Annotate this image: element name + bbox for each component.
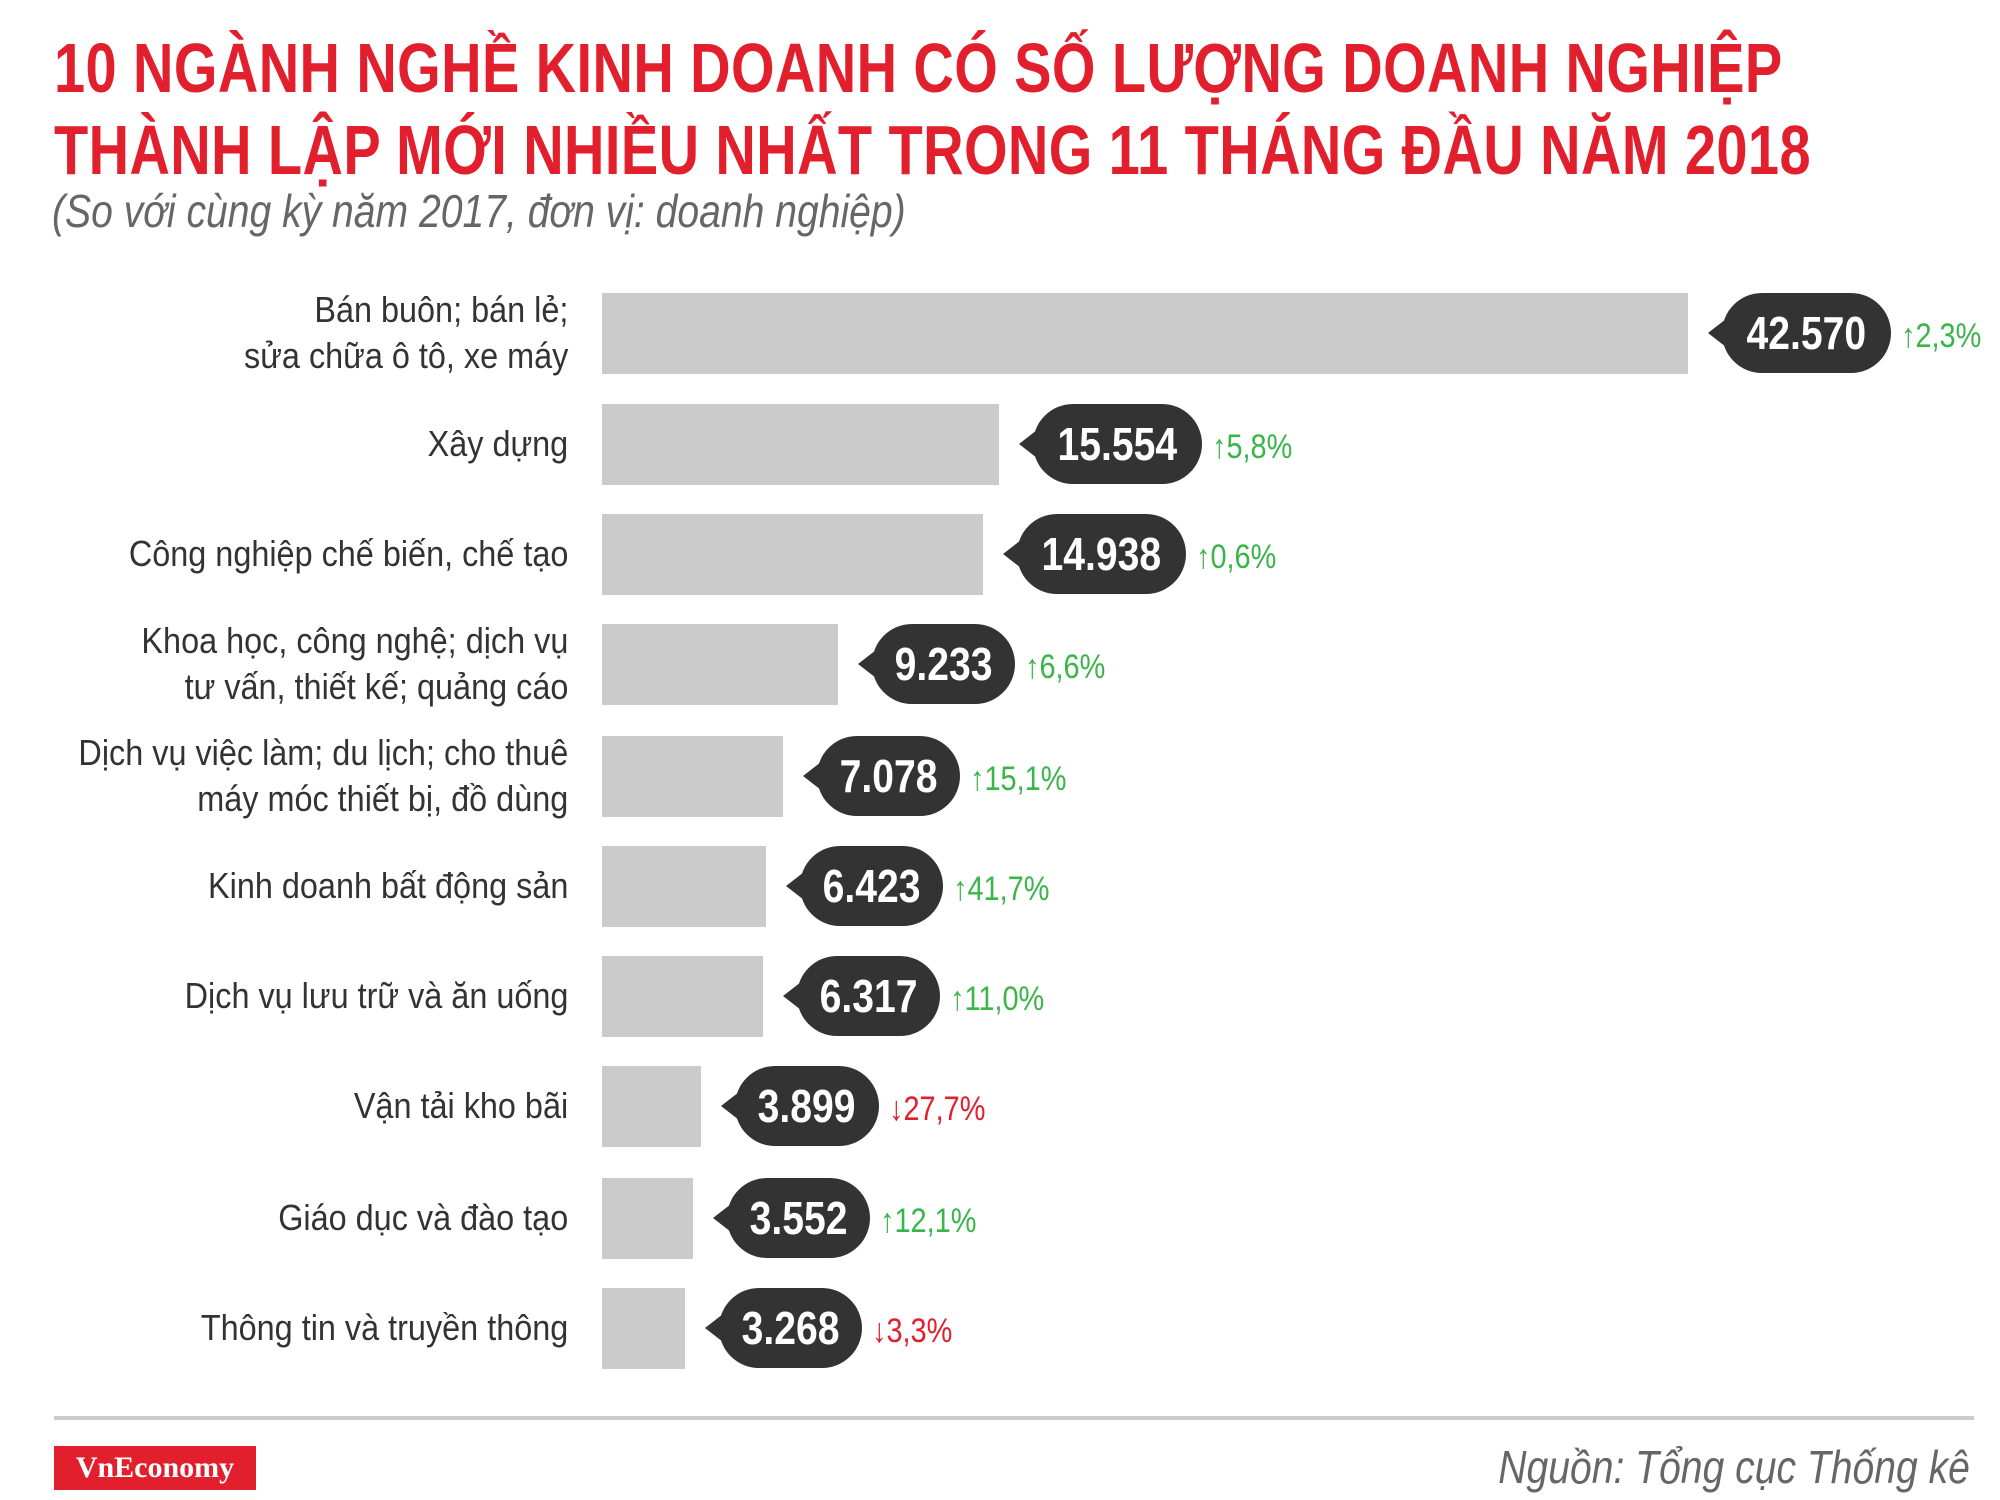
bar xyxy=(602,956,764,1037)
bar xyxy=(602,1288,686,1369)
change-label: ↑15,1% xyxy=(970,739,1066,819)
category-label: Dịch vụ việc làm; du lịch; cho thuê máy m… xyxy=(78,730,568,822)
source-note: Nguồn: Tổng cục Thống kê xyxy=(1498,1441,1970,1493)
arrow-down-icon: ↓ xyxy=(888,1090,904,1128)
value-label-text: 14.938 xyxy=(1041,528,1162,580)
arrow-down-icon: ↓ xyxy=(872,1312,887,1350)
bar xyxy=(602,846,766,927)
bar-row: Dịch vụ lưu trữ và ăn uống 6.317 ↑11,0% xyxy=(0,941,2000,1051)
arrow-up-icon: ↑ xyxy=(1900,317,1916,355)
bar xyxy=(602,404,999,485)
category-label-line: máy móc thiết bị, đồ dùng xyxy=(196,778,568,819)
category-label-line: Thông tin và truyền thông xyxy=(200,1307,568,1348)
value-label-text: 9.233 xyxy=(894,638,993,690)
category-label: Giáo dục và đào tạo xyxy=(278,1195,568,1241)
value-label-text: 7.078 xyxy=(839,750,938,802)
title-line-2: THÀNH LẬP MỚI NHIỀU NHẤT TRONG 11 THÁNG … xyxy=(54,111,1812,189)
category-label-line: tư vấn, thiết kế; quảng cáo xyxy=(184,666,568,707)
change-label: ↑11,0% xyxy=(950,959,1044,1039)
value-label-text: 42.570 xyxy=(1746,307,1867,359)
category-label-line: Kinh doanh bất động sản xyxy=(207,865,568,906)
category-label: Kinh doanh bất động sản xyxy=(208,863,568,909)
arrow-up-icon: ↑ xyxy=(1195,538,1211,576)
category-label-line: Vận tải kho bãi xyxy=(353,1085,568,1126)
value-label: 42.570 xyxy=(1708,293,1891,373)
category-label-line: Dịch vụ lưu trữ và ăn uống xyxy=(184,975,568,1016)
bar xyxy=(602,624,838,705)
change-label-text: 2,3% xyxy=(1915,317,1982,355)
change-label-text: 27,7% xyxy=(903,1090,985,1128)
category-label-line: sửa chữa ô tô, xe máy xyxy=(243,335,568,376)
bar-row: Kinh doanh bất động sản 6.423 ↑41,7% xyxy=(0,831,2000,941)
value-label-text: 15.554 xyxy=(1057,418,1177,470)
category-label-line: Xây dựng xyxy=(427,423,568,464)
change-label-text: 6,6% xyxy=(1039,648,1105,686)
bar xyxy=(602,514,984,595)
value-label-text: 6.317 xyxy=(819,970,918,1022)
value-label: 6.423 xyxy=(785,846,943,926)
bar xyxy=(602,293,1688,374)
arrow-up-icon: ↑ xyxy=(1024,648,1040,686)
change-label: ↑2,3% xyxy=(1901,296,1981,376)
change-label-text: 0,6% xyxy=(1210,538,1277,576)
change-label: ↑41,7% xyxy=(953,849,1049,929)
value-label-text: 3.899 xyxy=(758,1080,856,1132)
value-label: 7.078 xyxy=(802,736,960,816)
category-label-line: Bán buôn; bán lẻ; xyxy=(313,289,568,330)
change-label: ↓27,7% xyxy=(889,1069,985,1149)
change-label-text: 5,8% xyxy=(1225,428,1292,466)
bar-row: Bán buôn; bán lẻ; sửa chữa ô tô, xe máy 42… xyxy=(0,278,2000,388)
category-label-line: Công nghiệp chế biến, chế tạo xyxy=(128,533,568,574)
change-label-text: 11,0% xyxy=(964,980,1045,1018)
change-label-text: 15,1% xyxy=(984,760,1067,798)
bar xyxy=(602,1178,693,1259)
arrow-up-icon: ↑ xyxy=(1211,428,1226,466)
value-label-text: 6.423 xyxy=(822,860,921,912)
value-label-text: 3.552 xyxy=(749,1192,848,1244)
title-line-1: 10 NGÀNH NGHỀ KINH DOANH CÓ SỐ LƯỢNG DOA… xyxy=(54,29,1783,107)
arrow-up-icon: ↑ xyxy=(952,870,968,908)
change-label: ↑5,8% xyxy=(1212,407,1292,487)
subtitle: (So với cùng kỳ năm 2017, đơn vị: doanh … xyxy=(52,185,906,237)
bar-row: Xây dựng 15.554 ↑5,8% xyxy=(0,389,2000,499)
value-label: 3.899 xyxy=(721,1066,879,1146)
category-label-line: Khoa học, công nghệ; dịch vụ xyxy=(141,620,568,661)
value-label: 15.554 xyxy=(1018,404,1202,484)
change-label: ↑12,1% xyxy=(880,1181,976,1261)
category-label-line: Giáo dục và đào tạo xyxy=(277,1197,568,1238)
bar-row: Dịch vụ việc làm; du lịch; cho thuê máy m… xyxy=(0,721,2000,831)
category-label: Xây dựng xyxy=(427,421,568,467)
change-label: ↑0,6% xyxy=(1196,517,1276,597)
bar-row: Thông tin và truyền thông 3.268 ↓3,3% xyxy=(0,1273,2000,1383)
bar-row: Vận tải kho bãi 3.899 ↓27,7% xyxy=(0,1051,2000,1161)
change-label-text: 41,7% xyxy=(967,870,1050,908)
bar-row: Giáo dục và đào tạo 3.552 ↑12,1% xyxy=(0,1163,2000,1273)
category-label-line: Dịch vụ việc làm; du lịch; cho thuê xyxy=(78,732,568,773)
category-label: Vận tải kho bãi xyxy=(354,1083,568,1129)
arrow-up-icon: ↑ xyxy=(879,1202,895,1240)
category-label: Thông tin và truyền thông xyxy=(201,1305,568,1351)
change-label: ↓3,3% xyxy=(872,1291,952,1371)
bar-row: Khoa học, công nghệ; dịch vụ tư vấn, thiế… xyxy=(0,609,2000,719)
bar xyxy=(602,1066,702,1147)
category-label: Bán buôn; bán lẻ; sửa chữa ô tô, xe máy xyxy=(244,287,568,379)
value-label-text: 3.268 xyxy=(741,1302,840,1354)
category-label: Công nghiệp chế biến, chế tạo xyxy=(128,531,568,577)
vneconomy-logo: VnEconomy xyxy=(54,1446,256,1490)
bar xyxy=(602,736,783,817)
category-label: Dịch vụ lưu trữ và ăn uống xyxy=(184,973,568,1019)
change-label: ↑6,6% xyxy=(1025,627,1105,707)
arrow-up-icon: ↑ xyxy=(950,980,965,1018)
change-label-text: 12,1% xyxy=(894,1202,977,1240)
footer-divider xyxy=(54,1416,1974,1420)
change-label-text: 3,3% xyxy=(886,1312,953,1350)
value-label: 3.552 xyxy=(712,1178,870,1258)
value-label: 9.233 xyxy=(857,624,1015,704)
value-label: 6.317 xyxy=(783,956,941,1036)
bar-row: Công nghiệp chế biến, chế tạo 14.938 ↑0,6% xyxy=(0,499,2000,609)
value-label: 3.268 xyxy=(705,1288,863,1368)
arrow-up-icon: ↑ xyxy=(969,760,985,798)
value-label: 14.938 xyxy=(1003,514,1186,594)
category-label: Khoa học, công nghệ; dịch vụ tư vấn, thiế… xyxy=(141,618,568,710)
